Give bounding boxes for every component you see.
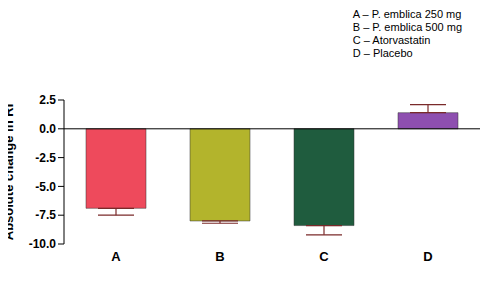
html-text:C – Atorvastatin: C – Atorvastatin — [352, 34, 431, 46]
svg-text:2.5: 2.5 — [39, 93, 56, 107]
svg-text:Absolute change in RI: Absolute change in RI — [8, 104, 16, 241]
svg-text:-2.5: -2.5 — [35, 151, 56, 165]
svg-text:0.0: 0.0 — [39, 122, 56, 136]
svg-text:-7.5: -7.5 — [35, 208, 56, 222]
svg-text:-5.0: -5.0 — [35, 180, 56, 194]
html-text:B – P. emblica 500 mg: B – P. emblica 500 mg — [352, 21, 462, 33]
svg-text:B: B — [215, 249, 224, 264]
svg-text:C: C — [319, 249, 329, 264]
svg-text:-10.0: -10.0 — [29, 237, 57, 251]
html-text:D – Placebo: D – Placebo — [352, 47, 413, 59]
html-text:A – P. emblica 250 mg: A – P. emblica 250 mg — [352, 8, 462, 20]
svg-text:D: D — [423, 249, 432, 264]
svg-text:A: A — [111, 249, 121, 264]
